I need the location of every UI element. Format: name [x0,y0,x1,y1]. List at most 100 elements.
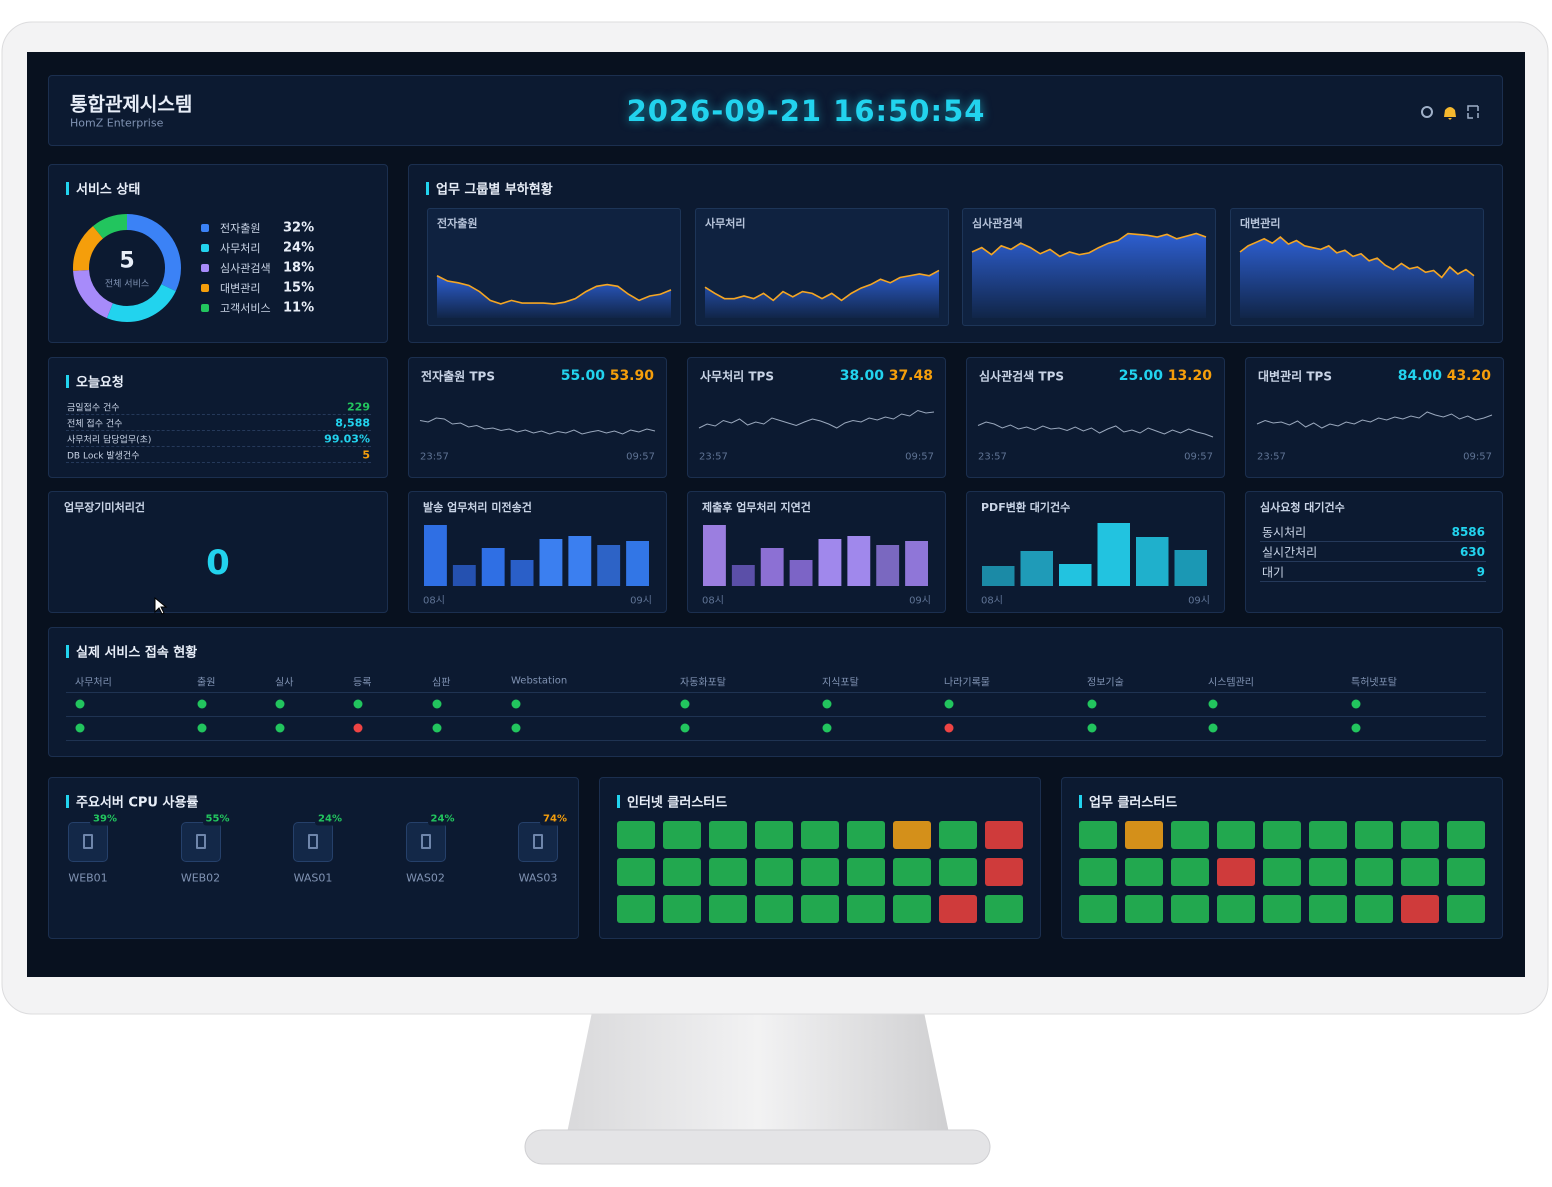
bar [424,525,447,586]
app-subtitle: HomZ Enterprise [70,116,164,130]
status-dot [275,723,285,733]
bar [982,566,1015,586]
tps-end: 09:57 [1184,451,1213,463]
bar [481,548,505,586]
bar [876,545,900,586]
server-name: WAS02 [406,871,445,885]
queue-divider [1260,541,1486,542]
status-dot [511,723,521,733]
tps-card [408,357,667,478]
bar-chart [982,523,1207,586]
server-icon [518,822,558,862]
cluster-cell [755,895,793,923]
tps-end: 09:57 [1463,451,1492,463]
queue-panel [1245,491,1503,613]
pending-panel [48,491,388,613]
status-dot [353,699,363,709]
section-title: 실제 서비스 접속 현황 [76,645,198,661]
bar [1136,537,1169,586]
status-dot [75,723,85,733]
status-dot [944,699,954,709]
load-name: 대변관리 [1240,217,1281,230]
status-dot [1351,699,1361,709]
today-label: DB Lock 발생건수 [67,451,140,462]
datetime: 2026-09-21 16:50:54 [626,94,986,128]
cluster-cell [709,895,747,923]
bar-chart [703,525,928,586]
cluster-cell [663,858,701,886]
access-column: 자동화포탈 [680,677,726,689]
tps-current: 55.00 [560,368,605,384]
cluster-cell [1217,858,1255,886]
cluster-cell [939,895,977,923]
status-dot [275,699,285,709]
bar [597,545,621,586]
cluster-cell [709,858,747,886]
today-panel [48,357,388,478]
legend-value: 24% [283,240,315,256]
cluster-cell [1447,821,1485,849]
queue-label: 동시처리 [1262,525,1307,540]
cluster-cell [1401,821,1439,849]
monitor-base [524,1129,991,1165]
legend-name: 고객서비스 [220,302,271,315]
alert-icon [1444,107,1456,120]
tps-end: 09:57 [626,451,655,463]
load-area [437,275,671,318]
tps-line [1256,411,1493,429]
status-dot [1351,723,1361,733]
legend-dot [201,264,209,272]
access-column: 심판 [432,677,451,689]
title-bar [66,795,69,808]
load-line [971,232,1207,258]
cpu-badge: 74% [540,812,570,826]
title-bar [66,645,69,658]
server-icon [405,822,446,862]
bar-chart [424,525,649,586]
cluster-grid [617,821,1023,923]
tps-name: 심사관검색 TPS [979,369,1065,384]
status-dot [353,723,363,733]
section-title: 서비스 상태 [76,182,141,198]
access-divider [66,716,1486,717]
header [48,75,1503,146]
bar [731,565,755,586]
status-dot [432,699,442,709]
server-icon [68,822,108,862]
donut-segment [73,214,181,322]
bar-start: 08시 [981,595,1003,607]
load-area [705,270,939,318]
today-value: 5 [362,448,370,462]
access-dots [75,699,1361,733]
access-column: 등록 [353,677,372,689]
bar [760,548,784,586]
bar [539,539,563,586]
queue-title: 심사요청 대기건수 [1260,501,1345,514]
cluster-cell [847,895,885,923]
server-glyph [308,834,318,849]
bar [568,536,592,586]
cluster-cell [893,858,931,886]
legend-value: 18% [283,260,315,276]
bar-card [687,491,946,613]
tps-start: 23:57 [420,451,449,463]
title-bar [1079,795,1082,808]
bar [1174,550,1207,586]
cluster-cell [801,895,839,923]
donut [73,214,181,322]
cluster-cell [1171,858,1209,886]
cluster-cell [1263,821,1301,849]
cluster-cell [939,858,977,886]
cluster-cell [985,858,1023,886]
load-area [1240,237,1474,318]
load-chart [971,232,1207,318]
cluster-cell [617,895,655,923]
section-title: 오늘요청 [76,375,124,391]
status-dot [1208,699,1218,709]
donut-total: 5 [119,248,135,274]
tps-current: 38.00 [839,368,884,384]
access-column: 나라기록물 [944,677,990,689]
bar-title: PDF변환 대기건수 [981,501,1071,514]
legend-name: 사무처리 [220,242,261,255]
status-dot [511,699,521,709]
